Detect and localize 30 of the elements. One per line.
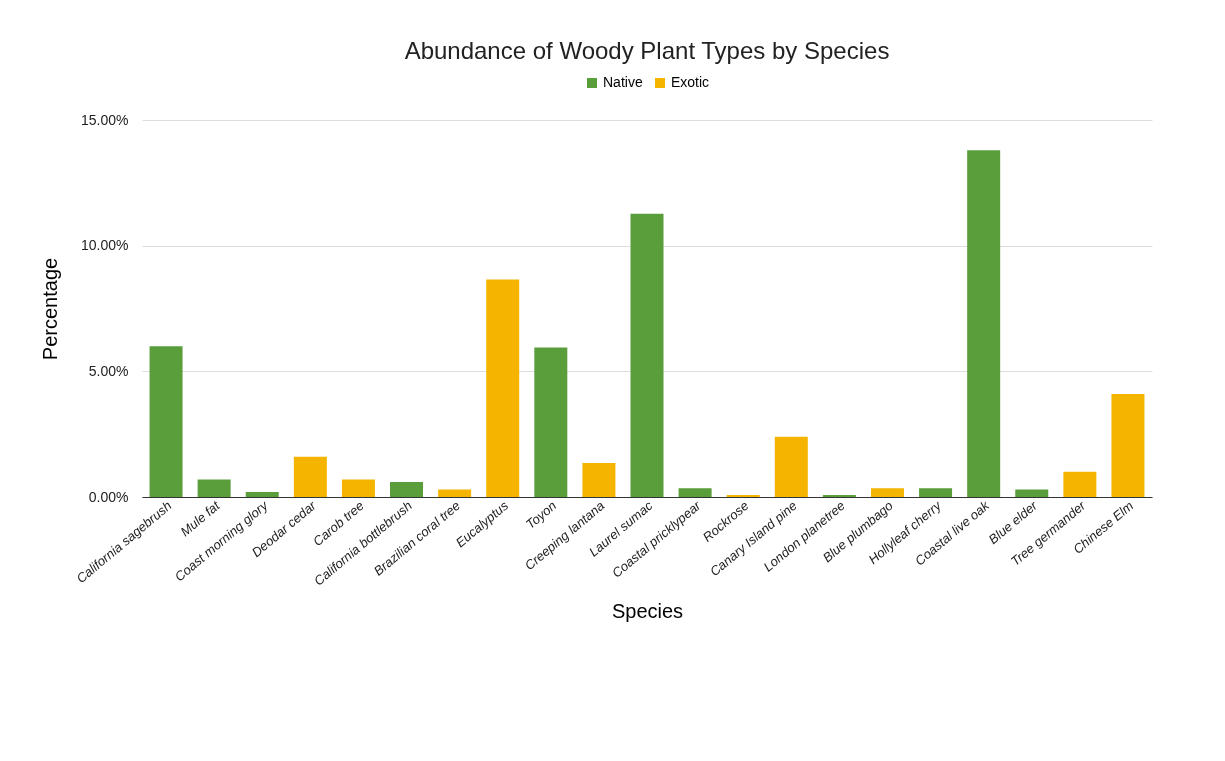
bar <box>197 479 231 497</box>
bar <box>726 494 760 497</box>
bar <box>1063 471 1097 497</box>
bar <box>630 213 664 497</box>
bar <box>390 481 424 497</box>
bar <box>919 488 953 497</box>
bar <box>534 347 568 497</box>
bar <box>486 279 520 497</box>
bar <box>774 436 808 497</box>
bar <box>293 456 327 497</box>
y-tick-label: 0.00% <box>88 488 129 505</box>
bar <box>582 463 616 497</box>
bar <box>822 494 856 497</box>
bar <box>245 491 279 497</box>
y-tick-label: 10.00% <box>81 237 129 254</box>
y-tick-label: 5.00% <box>88 362 129 379</box>
chart-title: Abundance of Woody Plant Types by Species <box>404 37 890 64</box>
bar <box>967 150 1001 497</box>
bar <box>870 488 904 497</box>
bar <box>341 479 375 497</box>
bar <box>438 489 472 497</box>
legend-label: Exotic <box>671 74 710 90</box>
legend-label: Native <box>603 74 643 90</box>
bar <box>678 488 712 497</box>
y-tick-label: 15.00% <box>81 111 129 128</box>
bar <box>1015 489 1049 497</box>
bar <box>149 346 183 497</box>
x-axis-title: Species <box>611 600 684 623</box>
y-axis-title: Percentage <box>39 257 62 361</box>
bar <box>1111 393 1145 497</box>
